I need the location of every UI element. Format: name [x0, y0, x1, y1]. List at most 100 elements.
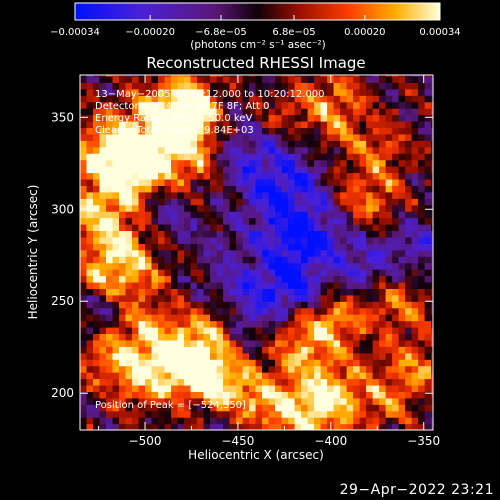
heatmap-cell — [366, 326, 374, 335]
heatmap-cell — [411, 359, 419, 367]
heatmap-cell — [320, 281, 328, 289]
heatmap-cell — [333, 346, 341, 354]
heatmap-cell — [340, 384, 348, 392]
heatmap-cell — [262, 410, 270, 418]
heatmap-cell — [197, 178, 205, 186]
heatmap-cell — [411, 75, 419, 77]
heatmap-cell — [320, 320, 328, 328]
heatmap-cell — [405, 146, 413, 154]
heatmap-cell — [216, 95, 224, 103]
heatmap-cell — [366, 108, 374, 116]
heatmap-cell — [203, 95, 211, 103]
heatmap-cell — [151, 384, 159, 392]
heatmap-cell — [275, 352, 283, 360]
colorbar-tick-label: 0.00034 — [419, 27, 460, 38]
heatmap-cell — [255, 146, 263, 154]
heatmap-cell — [99, 294, 107, 302]
heatmap-cell — [262, 133, 270, 141]
heatmap-cell — [229, 108, 237, 116]
heatmap-cell — [294, 75, 302, 83]
heatmap-cell — [236, 75, 244, 83]
heatmap-cell — [145, 153, 153, 161]
heatmap-cell — [138, 223, 146, 232]
heatmap-cell — [301, 185, 309, 193]
heatmap-cell — [158, 108, 166, 116]
heatmap-cell — [164, 159, 172, 167]
heatmap-cell — [366, 159, 374, 167]
heatmap-cell — [255, 339, 263, 347]
heatmap-cell — [190, 281, 198, 289]
heatmap-cell — [249, 359, 257, 367]
heatmap-cell — [242, 365, 250, 373]
heatmap-cell — [125, 82, 133, 90]
heatmap-cell — [177, 172, 185, 180]
heatmap-cell — [216, 256, 224, 264]
heatmap-cell — [398, 391, 406, 399]
heatmap-cell — [411, 333, 419, 341]
heatmap-cell — [281, 352, 289, 360]
heatmap-cell — [164, 120, 172, 129]
heatmap-cell — [210, 294, 218, 302]
heatmap-cell — [132, 397, 140, 405]
heatmap-cell — [125, 159, 133, 167]
heatmap-cell — [301, 101, 309, 109]
heatmap-cell — [197, 230, 205, 238]
heatmap-cell — [223, 217, 231, 225]
heatmap-cell — [197, 198, 205, 206]
heatmap-cell — [132, 114, 140, 122]
heatmap-cell — [346, 269, 354, 277]
heatmap-cell — [359, 172, 367, 180]
heatmap-cell — [80, 384, 88, 392]
heatmap-cell — [242, 288, 250, 296]
heatmap-cell — [80, 230, 88, 238]
heatmap-cell — [281, 82, 289, 90]
heatmap-cell — [80, 172, 88, 180]
heatmap-cell — [184, 217, 192, 225]
heatmap-cell — [327, 314, 335, 322]
heatmap-cell — [164, 281, 172, 289]
heatmap-cell — [288, 320, 296, 328]
heatmap-cell — [411, 294, 419, 302]
heatmap-cell — [307, 172, 315, 180]
heatmap-cell — [418, 339, 426, 347]
heatmap-cell — [385, 223, 393, 232]
heatmap-cell — [405, 230, 413, 238]
heatmap-cell — [275, 159, 283, 167]
heatmap-cell — [184, 294, 192, 302]
heatmap-cell — [184, 223, 192, 232]
heatmap-cell — [223, 365, 231, 373]
heatmap-cell — [288, 326, 296, 335]
heatmap-cell — [392, 153, 400, 161]
heatmap-cell — [223, 101, 231, 109]
heatmap-cell — [80, 243, 88, 251]
heatmap-cell — [398, 352, 406, 360]
heatmap-cell — [145, 352, 153, 360]
heatmap-cell — [307, 301, 315, 309]
heatmap-cell — [197, 307, 205, 315]
heatmap-cell — [346, 133, 354, 141]
heatmap-cell — [346, 146, 354, 154]
heatmap-cell — [119, 391, 127, 399]
heatmap-cell — [411, 108, 419, 116]
heatmap-cell — [158, 153, 166, 161]
heatmap-cell — [405, 153, 413, 161]
heatmap-cell — [314, 410, 322, 418]
heatmap-cell — [281, 243, 289, 251]
heatmap-cell — [353, 333, 361, 341]
heatmap-cell — [359, 391, 367, 399]
heatmap-cell — [86, 288, 94, 296]
heatmap-cell — [80, 346, 88, 354]
heatmap-cell — [398, 204, 406, 212]
heatmap-cell — [158, 410, 166, 418]
heatmap-cell — [385, 191, 393, 199]
heatmap-cell — [138, 159, 146, 167]
heatmap-cell — [112, 230, 120, 238]
heatmap-cell — [307, 140, 315, 148]
heatmap-cell — [119, 281, 127, 289]
heatmap-cell — [281, 120, 289, 129]
heatmap-cell — [307, 288, 315, 296]
heatmap-cell — [80, 339, 88, 347]
x-tick-label: −450 — [221, 434, 254, 448]
heatmap-cell — [372, 256, 380, 264]
heatmap-cell — [379, 178, 387, 186]
